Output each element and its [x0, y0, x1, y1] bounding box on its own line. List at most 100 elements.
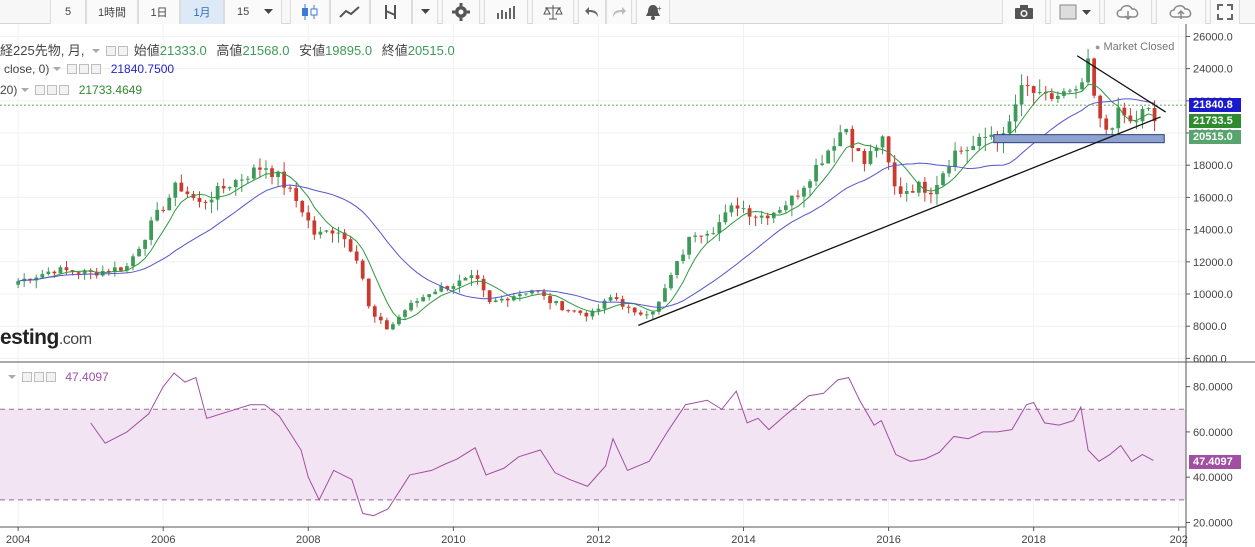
- ma2-settings-icon[interactable]: [47, 85, 58, 95]
- candle-body-42: [270, 168, 274, 178]
- candle-body-52: [330, 230, 335, 234]
- candle-body-110: [681, 254, 685, 262]
- candle-body-127: [783, 205, 788, 211]
- candle-body-158: [971, 146, 976, 151]
- trend-drawings: [0, 55, 1186, 326]
- candle-body-39: [252, 167, 256, 179]
- rsi-close-icon[interactable]: [46, 372, 56, 382]
- interval-custom-dropdown[interactable]: 15: [224, 0, 282, 24]
- candle-body-171: [1049, 93, 1054, 99]
- line-chart-icon[interactable]: [330, 0, 370, 24]
- close-value: 20515.0: [407, 43, 455, 58]
- candle-body-93: [578, 310, 583, 313]
- candle-body-21: [143, 239, 147, 249]
- candle-body-62: [391, 324, 395, 330]
- rsi-eye-icon[interactable]: [22, 372, 32, 382]
- candle-body-92: [572, 310, 577, 312]
- candle-body-99: [614, 297, 619, 300]
- resistance-trendline: [1076, 55, 1167, 113]
- price-tick-label-5: 16000.0: [1193, 192, 1233, 204]
- candle-body-122: [753, 216, 758, 218]
- candlestick-icon[interactable]: [290, 0, 330, 24]
- cloud-upload-icon[interactable]: [1156, 0, 1206, 24]
- bar-chart-icon[interactable]: [484, 0, 528, 24]
- candle-body-187: [1146, 108, 1151, 110]
- cloud-download-icon[interactable]: [1104, 0, 1152, 24]
- candle-body-90: [560, 301, 565, 311]
- candle-body-186: [1140, 109, 1145, 122]
- candle-body-10: [76, 272, 81, 274]
- price-chart[interactable]: 6000.0 8000.0 10000.0 12000.0 14000.0 16000.0…: [0, 24, 1255, 547]
- ma2-caret-icon[interactable]: [21, 88, 30, 92]
- candle-body-85: [530, 290, 534, 294]
- candle-body-36: [233, 180, 238, 188]
- candle-body-44: [282, 171, 286, 188]
- candle-body-117: [723, 212, 728, 223]
- close-label: 終値: [381, 43, 408, 58]
- price-tick-label-10: 26000.0: [1193, 31, 1233, 43]
- candle-body-91: [566, 310, 571, 312]
- candle-body-116: [717, 222, 722, 234]
- settings-icon[interactable]: [118, 46, 129, 56]
- high-label: 高値: [216, 43, 243, 58]
- candle-body-78: [487, 290, 492, 302]
- candle-body-23: [155, 209, 160, 221]
- candle-body-180: [1104, 118, 1109, 130]
- candle-body-61: [384, 320, 389, 330]
- price-tick-label-2: 10000.0: [1193, 289, 1233, 301]
- ma-fast-line: [18, 84, 1155, 321]
- alert-bell-icon[interactable]: +: [636, 0, 670, 24]
- color-swatch-icon[interactable]: [1050, 0, 1100, 24]
- indicator-dropdown-icon[interactable]: [412, 0, 438, 24]
- candle-body-102: [632, 307, 637, 313]
- fullscreen-icon[interactable]: [1210, 0, 1240, 24]
- interval-1m-button[interactable]: 1月: [180, 0, 224, 24]
- candle-body-59: [372, 306, 377, 317]
- ma2-eye-icon[interactable]: [35, 85, 46, 95]
- legend-caret-icon[interactable]: [92, 49, 101, 53]
- high-value: 21568.0: [242, 43, 290, 58]
- camera-icon[interactable]: [1002, 0, 1046, 24]
- price-tick-label-1: 8000.0: [1193, 321, 1227, 333]
- redo-icon[interactable]: [606, 0, 632, 24]
- price-tick-label-3: 12000.0: [1193, 257, 1233, 269]
- candle-body-19: [131, 256, 135, 267]
- candle-body-184: [1128, 115, 1133, 122]
- interval-1h-button[interactable]: 1時間: [86, 0, 138, 24]
- ma1-close-icon[interactable]: [91, 64, 102, 74]
- eye-icon[interactable]: [106, 46, 117, 56]
- open-value: 21333.0: [159, 43, 207, 58]
- candle-body-111: [687, 236, 691, 255]
- candle-body-101: [626, 306, 631, 308]
- candle-body-64: [403, 310, 407, 317]
- candle-body-151: [929, 192, 933, 195]
- candle-body-83: [517, 294, 522, 297]
- candle-body-154: [947, 166, 951, 174]
- symbol-name: 経225先物, 月,: [0, 43, 85, 58]
- rsi-settings-icon[interactable]: [34, 372, 44, 382]
- moving-average-lines: [18, 84, 1155, 321]
- ma2-close-icon[interactable]: [59, 85, 70, 95]
- candle-body-161: [989, 134, 994, 137]
- rsi-tick-label-3: 80.0000: [1193, 382, 1233, 394]
- candle-body-22: [149, 220, 153, 240]
- interval-1d-button[interactable]: 1日: [138, 0, 180, 24]
- rsi-value: 47.4097: [65, 370, 109, 384]
- candle-body-113: [699, 235, 704, 237]
- ma1-caret-icon[interactable]: [53, 67, 62, 71]
- candle-body-55: [348, 239, 353, 252]
- undo-icon[interactable]: [578, 0, 606, 24]
- balance-scale-icon[interactable]: [532, 0, 574, 24]
- ma1-eye-icon[interactable]: [67, 64, 78, 74]
- settings-gear-icon[interactable]: [442, 0, 480, 24]
- candle-body-109: [675, 261, 679, 276]
- candle-body-106: [657, 301, 661, 312]
- candle-body-75: [469, 275, 474, 278]
- rsi-caret-icon[interactable]: [8, 375, 16, 379]
- watermark-main: esting: [0, 326, 59, 349]
- indicator-icon[interactable]: [370, 0, 412, 24]
- ma1-settings-icon[interactable]: [79, 64, 90, 74]
- ma1-value: 21840.7500: [110, 62, 175, 76]
- interval-5-button[interactable]: 5: [50, 0, 86, 24]
- rsi-band-fill: [0, 409, 1186, 500]
